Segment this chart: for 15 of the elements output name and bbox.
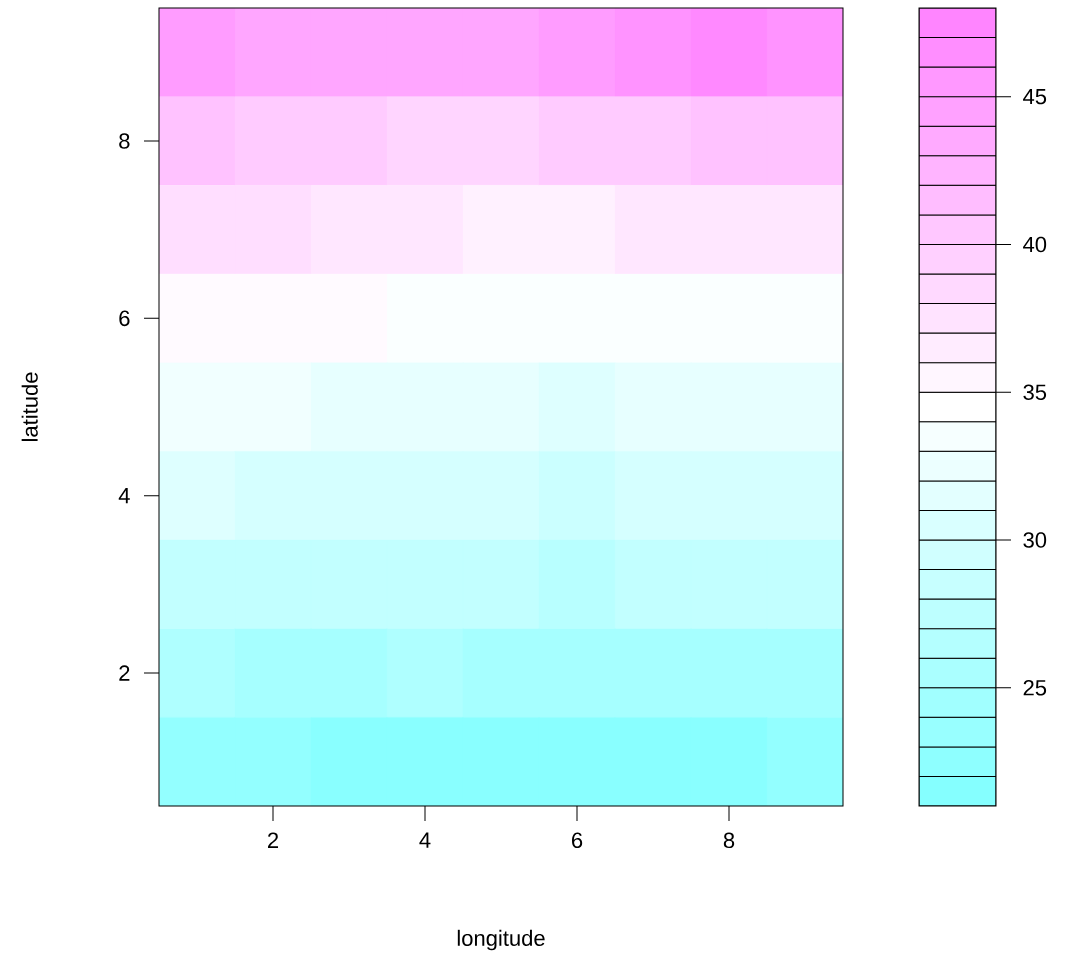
y-axis-title: latitude <box>21 372 38 441</box>
x-tick-label: 8 <box>723 832 735 849</box>
color-bar-label: 40 <box>1023 236 1047 253</box>
y-tick-label: 8 <box>119 133 130 149</box>
y-tick-label: 2 <box>119 665 130 681</box>
y-tick-label: 4 <box>118 488 130 504</box>
x-axis-title: longitude <box>457 929 545 951</box>
x-tick-label: 4 <box>419 832 431 848</box>
x-tick-label: 2 <box>268 832 279 848</box>
x-tick-label: 6 <box>572 832 583 849</box>
color-bar-label: 45 <box>1023 88 1047 105</box>
color-bar-label: 30 <box>1023 532 1047 548</box>
color-bar-label: 25 <box>1023 679 1047 696</box>
color-bar-label: 35 <box>1023 384 1047 401</box>
y-tick-label: 6 <box>119 310 130 327</box>
